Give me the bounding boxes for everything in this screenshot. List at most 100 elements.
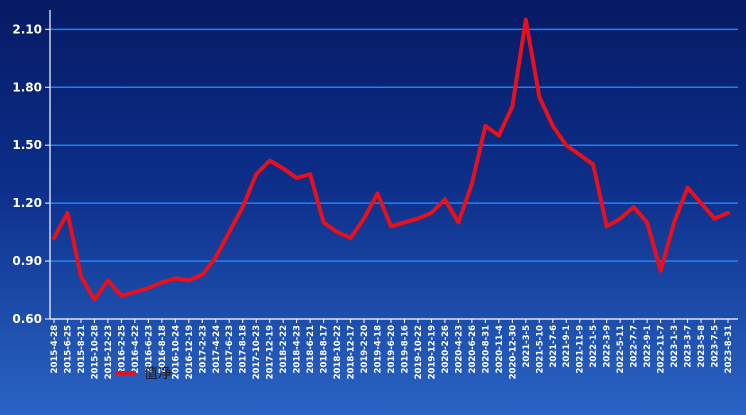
x-tick-label-2022-1-5: 2022-1-5 — [589, 325, 599, 368]
data-point-2015-8-21 — [79, 274, 83, 279]
x-tick-label-2021-11-9: 2021-11-9 — [576, 325, 586, 374]
x-tick-label-2021-3-5: 2021-3-5 — [522, 325, 532, 368]
data-point-2016-4-22 — [133, 290, 137, 294]
data-point-2022-7-7 — [632, 205, 636, 209]
data-point-2015-6-25 — [65, 211, 70, 215]
x-tick-label-2016-10-24: 2016-10-24 — [171, 325, 181, 379]
x-tick-label-2016-8-18: 2016-8-18 — [158, 325, 168, 374]
data-point-2020-11-4 — [497, 133, 501, 138]
x-tick-label-2019-10-22: 2019-10-22 — [414, 325, 424, 379]
x-tick-label-2020-6-26: 2020-6-26 — [468, 325, 478, 374]
data-point-2016-2-25 — [119, 294, 123, 298]
data-point-2015-12-23 — [106, 278, 110, 282]
x-tick-label-2023-7-5: 2023-7-5 — [711, 325, 721, 368]
x-tick-label-2016-12-19: 2016-12-19 — [185, 325, 195, 379]
series-layer — [52, 17, 730, 302]
data-point-2018-2-22 — [281, 166, 285, 170]
x-tick-label-2017-12-19: 2017-12-19 — [266, 325, 276, 379]
x-tick-label-2023-3-7: 2023-3-7 — [684, 325, 694, 368]
data-point-2016-12-19 — [187, 278, 191, 282]
data-point-2020-6-26 — [470, 182, 474, 186]
x-tick-label-2023-5-8: 2023-5-8 — [697, 325, 707, 368]
data-point-2020-12-30 — [510, 104, 514, 109]
legend: 值净 — [116, 366, 172, 382]
x-tick-label-2016-4-22: 2016-4-22 — [131, 325, 141, 374]
data-point-2018-4-23 — [295, 176, 299, 180]
y-axis-tick-labels: 0.60 0.90 1.20 1.50 1.80 2.10 — [12, 22, 50, 326]
data-point-2022-3-9 — [605, 224, 609, 228]
x-tick-label-2015-6-25: 2015-6-25 — [63, 325, 73, 374]
data-point-2022-1-5 — [591, 162, 595, 167]
data-point-2020-8-31 — [483, 124, 487, 128]
data-point-2020-2-26 — [443, 197, 447, 201]
y-tick-label-1.50: 1.50 — [12, 138, 42, 152]
x-tick-label-2019-12-19: 2019-12-19 — [427, 325, 437, 379]
x-tick-label-2018-4-23: 2018-4-23 — [293, 325, 303, 374]
x-tick-label-2023-1-3: 2023-1-3 — [670, 325, 680, 368]
data-point-2018-8-17 — [322, 220, 326, 225]
x-tick-label-2019-2-20: 2019-2-20 — [360, 325, 370, 374]
data-point-2022-5-11 — [618, 216, 622, 221]
x-tick-label-2017-10-23: 2017-10-23 — [252, 325, 262, 379]
x-tick-label-2015-10-28: 2015-10-28 — [90, 325, 100, 379]
x-tick-label-2021-7-6: 2021-7-6 — [549, 325, 559, 368]
data-point-2023-8-31 — [726, 211, 730, 215]
data-point-2022-11-7 — [659, 269, 663, 273]
data-point-2016-10-24 — [173, 276, 177, 281]
legend-label: 值净 — [144, 366, 172, 382]
data-point-2016-6-23 — [146, 286, 150, 290]
x-tick-label-2017-4-24: 2017-4-24 — [212, 325, 222, 374]
data-point-2021-11-9 — [578, 153, 582, 157]
data-point-2019-2-20 — [362, 216, 366, 221]
x-tick-label-2018-6-21: 2018-6-21 — [306, 325, 316, 374]
x-tick-label-2016-2-25: 2016-2-25 — [117, 325, 127, 374]
x-tick-label-2020-8-31: 2020-8-31 — [481, 325, 491, 374]
x-tick-label-2019-6-20: 2019-6-20 — [387, 325, 397, 374]
x-tick-label-2022-3-9: 2022-3-9 — [603, 325, 613, 368]
x-tick-label-2018-8-17: 2018-8-17 — [320, 325, 330, 374]
x-tick-label-2020-12-30: 2020-12-30 — [508, 325, 518, 379]
x-tick-label-2023-8-31: 2023-8-31 — [724, 325, 734, 374]
data-point-2022-9-1 — [645, 220, 649, 225]
x-tick-label-2022-9-1: 2022-9-1 — [643, 325, 653, 368]
data-point-2015-10-28 — [92, 298, 97, 302]
x-axis-tick-labels: 2015-4-28 2015-6-25 2015-8-21 2015-10-28 201… — [50, 319, 734, 379]
x-tick-label-2020-2-26: 2020-2-26 — [441, 325, 451, 374]
x-tick-label-2022-5-11: 2022-5-11 — [616, 325, 626, 374]
x-tick-label-2019-8-16: 2019-8-16 — [400, 325, 410, 374]
data-point-2021-7-6 — [551, 124, 555, 128]
x-tick-label-2016-6-23: 2016-6-23 — [144, 325, 154, 374]
x-tick-label-2018-12-17: 2018-12-17 — [347, 325, 357, 379]
data-point-2017-4-24 — [214, 255, 218, 259]
data-point-2017-2-23 — [200, 272, 204, 277]
x-tick-label-2020-4-23: 2020-4-23 — [454, 325, 464, 374]
y-tick-label-0.90: 0.90 — [12, 254, 42, 268]
x-tick-label-2017-8-18: 2017-8-18 — [239, 325, 249, 374]
x-tick-label-2017-2-23: 2017-2-23 — [198, 325, 208, 374]
data-point-2017-8-18 — [241, 205, 245, 209]
data-point-2023-1-3 — [672, 220, 676, 225]
y-tick-label-1.80: 1.80 — [12, 80, 42, 94]
data-point-2018-6-21 — [308, 172, 312, 176]
data-point-2020-4-23 — [456, 220, 460, 225]
x-tick-label-2018-2-22: 2018-2-22 — [279, 325, 289, 374]
data-point-2019-8-16 — [402, 220, 407, 225]
data-point-2021-9-1 — [564, 143, 568, 147]
data-point-2017-10-23 — [254, 172, 258, 176]
grid-lines — [50, 28, 738, 262]
data-point-2019-6-20 — [389, 224, 393, 228]
x-tick-label-2019-4-18: 2019-4-18 — [374, 325, 384, 374]
data-point-2019-4-18 — [375, 191, 380, 196]
data-point-2018-10-22 — [335, 230, 339, 234]
data-point-2019-10-22 — [416, 216, 420, 221]
data-point-2021-3-5 — [524, 18, 528, 22]
x-tick-label-2015-8-21: 2015-8-21 — [77, 325, 87, 374]
y-tick-label-0.60: 0.60 — [12, 312, 42, 326]
x-tick-label-2021-5-10: 2021-5-10 — [535, 325, 545, 374]
series-line-0 — [52, 17, 730, 302]
data-point-2016-8-18 — [160, 280, 164, 284]
x-tick-label-2022-11-7: 2022-11-7 — [657, 325, 667, 374]
x-tick-label-2015-12-23: 2015-12-23 — [104, 325, 114, 379]
